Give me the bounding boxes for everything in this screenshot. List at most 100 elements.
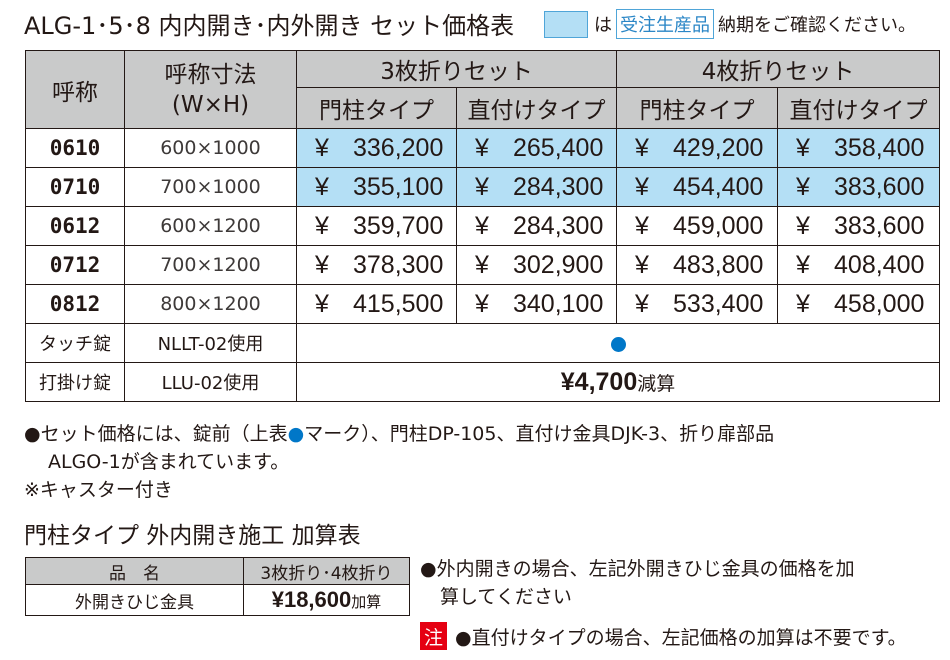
price-value: 302,900 [513,250,604,279]
price-value: 408,400 [834,250,925,279]
yen-symbol: ¥ [796,133,810,162]
sub-section-title: 門柱タイプ 外内開き施工 加算表 [24,523,361,549]
price-cell: ¥533,400 [616,284,779,324]
yen-symbol: ¥ [635,250,649,279]
row-name: 0712 [25,245,125,285]
note-line-1: ●セット価格には、錠前（上表●マーク）、門柱DP-105、直付け金具DJK-3、… [24,420,774,448]
price-value: 284,300 [513,211,604,240]
price-value: 340,100 [513,289,604,318]
right-note-line-1: ●外内開きの場合、左記外開きひじ金具の価格を加 [420,558,855,580]
yen-symbol: ¥ [315,250,329,279]
table-row: 0712 700×1200 ¥378,300 ¥302,900 ¥483,800… [25,245,941,285]
option-name: タッチ錠 [25,323,125,363]
header-size-line1: 呼称寸法 [164,61,257,88]
price-value: 415,500 [353,289,444,318]
page-title: ALG-1･5･8 内内開き･内外開き セット価格表 [24,12,515,40]
header-direct-type-3: 直付けタイプ [455,87,618,129]
blue-dot-icon: ● [287,423,305,445]
price-cell: ¥415,500 [296,284,457,324]
price-cell: ¥340,100 [455,284,618,324]
sub-header-price: 3枚折り･4枚折り [243,557,410,585]
row-size: 600×1200 [124,206,297,246]
note-line-3: ※キャスター付き [24,479,173,501]
price-cell: ¥429,200 [616,128,779,168]
legend-particle: は [594,15,612,36]
header-post-type-4: 門柱タイプ [616,87,779,129]
price-cell: ¥458,000 [777,284,941,324]
price-cell: ¥459,000 [616,206,779,246]
price-cell: ¥355,100 [296,167,457,207]
price-value: 284,300 [513,172,604,201]
header-size: 呼称寸法 (W×H) [124,50,297,129]
header-group-4fold: 4枚折りセット [616,50,941,88]
header-post-type-3: 門柱タイプ [296,87,457,129]
row-size: 600×1000 [124,128,297,168]
row-size: 700×1000 [124,167,297,207]
price-cell: ¥284,300 [455,167,618,207]
included-dot-icon [610,336,626,352]
option-name: 打掛け錠 [25,362,125,402]
yen-symbol: ¥ [796,211,810,240]
note-line-2: ALGO-1が含まれています。 [48,451,290,473]
yen-symbol: ¥ [315,211,329,240]
price-value: 454,400 [673,172,764,201]
price-value: 378,300 [353,250,444,279]
yen-symbol: ¥ [475,211,489,240]
sub-price-suffix: 加算 [351,593,382,611]
addition-notes: ●外内開きの場合、左記外開きひじ金具の価格を加 算してください [420,555,855,611]
legend: は 受注生産品 納期をご確認ください。 [544,9,916,39]
row-name: 0612 [25,206,125,246]
price-value: 383,600 [834,172,925,201]
price-cell: ¥336,200 [296,128,457,168]
yen-symbol: ¥ [475,172,489,201]
price-cell: ¥358,400 [777,128,941,168]
yen-symbol: ¥ [635,172,649,201]
caution-note: 注 ●直付けタイプの場合、左記価格の加算は不要です。 [420,622,907,650]
header-name: 呼称 [25,50,125,129]
discount-value: ¥4,700 [560,367,638,396]
yen-symbol: ¥ [796,289,810,318]
price-value: 265,400 [513,133,604,162]
legend-swatch [544,10,588,38]
yen-symbol: ¥ [475,250,489,279]
price-value: 358,400 [834,133,925,162]
yen-symbol: ¥ [635,211,649,240]
price-cell: ¥284,300 [455,206,618,246]
price-value: 483,800 [673,250,764,279]
header-group-3fold: 3枚折りセット [295,50,618,88]
right-note-line-3: ●直付けタイプの場合、左記価格の加算は不要です。 [455,626,907,649]
yen-symbol: ¥ [635,289,649,318]
sub-price-cell: ¥18,600加算 [243,584,410,616]
caution-badge-icon: 注 [420,622,447,650]
sub-item: 外開きひじ金具 [25,584,244,616]
price-cell: ¥378,300 [296,245,457,285]
row-name: 0710 [25,167,125,207]
price-cell: ¥265,400 [455,128,618,168]
right-note-line-2: 算してください [440,586,572,608]
price-value: 458,000 [834,289,925,318]
option-code: NLLT-02使用 [124,323,297,363]
option-row-latch-lock: 打掛け錠 LLU-02使用 ¥4,700減算 [25,362,941,402]
price-value: 336,200 [353,133,444,162]
option-row-touch-lock: タッチ錠 NLLT-02使用 [25,323,941,363]
price-value: 355,100 [353,172,444,201]
discount-suffix: 減算 [637,373,676,395]
row-size: 700×1200 [124,245,297,285]
row-name: 0610 [25,128,125,168]
sub-header-item: 品 名 [25,557,244,585]
yen-symbol: ¥ [315,172,329,201]
price-cell: ¥454,400 [616,167,779,207]
price-cell: ¥359,700 [296,206,457,246]
yen-symbol: ¥ [635,133,649,162]
option-code: LLU-02使用 [124,362,297,402]
price-cell: ¥383,600 [777,167,941,207]
addition-table: 品 名 3枚折り･4枚折り 外開きひじ金具 ¥18,600加算 [25,557,410,616]
table-row: 外開きひじ金具 ¥18,600加算 [25,584,410,616]
header-direct-type-4: 直付けタイプ [777,87,941,129]
table-row: 0710 700×1000 ¥355,100 ¥284,300 ¥454,400… [25,167,941,207]
table-row: 0610 600×1000 ¥336,200 ¥265,400 ¥429,200… [25,128,941,168]
price-value: 383,600 [834,211,925,240]
price-cell: ¥408,400 [777,245,941,285]
price-table: 呼称 呼称寸法 (W×H) 3枚折りセット 4枚折りセット 門柱タイプ 直付けタ… [25,50,941,402]
price-value: 359,700 [353,211,444,240]
